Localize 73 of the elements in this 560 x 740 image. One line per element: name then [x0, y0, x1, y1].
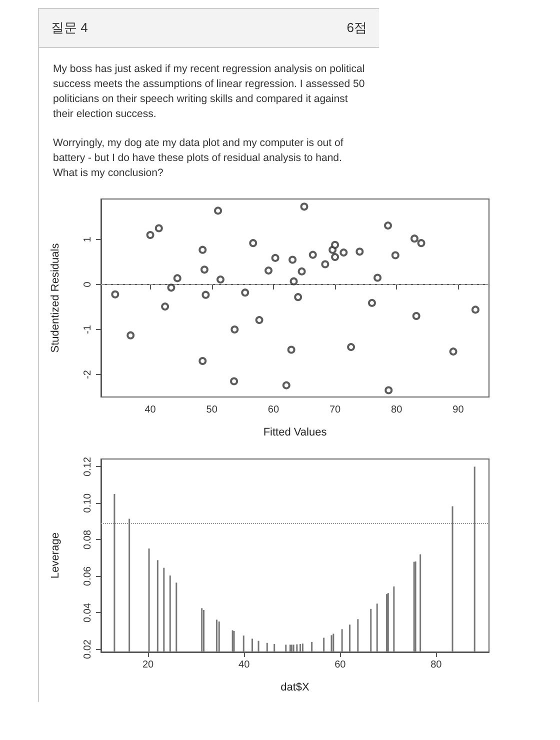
x-tick-label: 60: [268, 404, 280, 416]
x-tick-label: 70: [329, 404, 342, 416]
point: [216, 276, 224, 284]
y-tick-label: -2: [82, 370, 94, 379]
chart-title: 질문 4: [51, 19, 88, 37]
point: [321, 260, 330, 268]
point: [417, 239, 426, 248]
point: [154, 224, 163, 232]
point: [384, 386, 393, 394]
x-tick-label: 80: [430, 660, 442, 670]
point: [287, 346, 296, 354]
point: [255, 316, 264, 324]
x-tick-label: 50: [206, 404, 218, 416]
point: [308, 250, 317, 259]
y-tick-label: 0: [82, 281, 94, 288]
y-tick-label: 0.04: [82, 602, 94, 622]
point: [198, 246, 207, 254]
point: [374, 274, 382, 282]
point: [449, 348, 458, 356]
point: [230, 377, 238, 386]
x-tick-label: 60: [334, 660, 346, 670]
x-tick-label: 80: [391, 404, 403, 416]
point: [111, 290, 120, 298]
point: [300, 202, 308, 211]
point: [282, 381, 290, 390]
point: [391, 251, 400, 260]
point: [368, 298, 376, 307]
y-tick-label: 1: [82, 236, 94, 242]
point: [202, 290, 210, 299]
y-tick-label: 0.08: [82, 530, 94, 550]
point: [356, 248, 364, 256]
point: [241, 288, 250, 297]
point: [198, 357, 207, 365]
point: [167, 284, 176, 292]
point: [410, 234, 418, 243]
x-axis-title: Fitted Values: [263, 426, 328, 438]
point: [249, 239, 258, 248]
text: What is my conclusion?: [53, 166, 164, 181]
point: [347, 343, 356, 352]
point: [126, 331, 135, 340]
y-tick-label: 0.02: [82, 639, 94, 659]
point: [412, 312, 420, 320]
point: [146, 231, 154, 239]
y-tick-label: -1: [82, 324, 94, 334]
x-axis-title: dat$X: [280, 682, 310, 694]
point: [173, 274, 182, 282]
x-tick-label: 40: [144, 404, 156, 416]
point: [298, 267, 306, 276]
point: [214, 206, 222, 215]
point: [161, 302, 170, 311]
point: [471, 306, 480, 314]
point: [271, 254, 280, 262]
point: [264, 266, 273, 275]
point: [384, 222, 392, 230]
point: [331, 253, 340, 262]
y-tick-label: 0.10: [82, 493, 94, 513]
point: [288, 256, 297, 264]
x-tick-label: 20: [142, 660, 154, 670]
text: Worryingly, my dog ate my data plot and my computer is out of battery - but I do have these plots of residual analysis to hand.: [53, 136, 344, 166]
y-tick-label: 0.12: [82, 456, 94, 476]
point: [331, 240, 340, 249]
y-axis-title: Leverage: [50, 532, 62, 578]
point: [200, 266, 208, 274]
text: My boss has just asked if my recent regression analysis on political success meets the assumptions of linear regression. I assessed 50 politicians on their speech writing skills and compared it against their election success.: [53, 62, 365, 122]
y-axis-title: Studentized Residuals: [50, 242, 62, 353]
point: [290, 277, 298, 286]
x-tick-label: 40: [238, 660, 250, 670]
point: [230, 326, 239, 334]
text: 6점: [346, 19, 367, 37]
y-tick-label: 0.06: [82, 566, 94, 586]
x-tick-label: 90: [452, 404, 464, 416]
point: [340, 248, 348, 257]
point: [294, 293, 302, 302]
